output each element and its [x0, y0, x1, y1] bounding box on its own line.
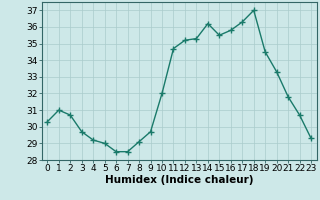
X-axis label: Humidex (Indice chaleur): Humidex (Indice chaleur)	[105, 175, 253, 185]
